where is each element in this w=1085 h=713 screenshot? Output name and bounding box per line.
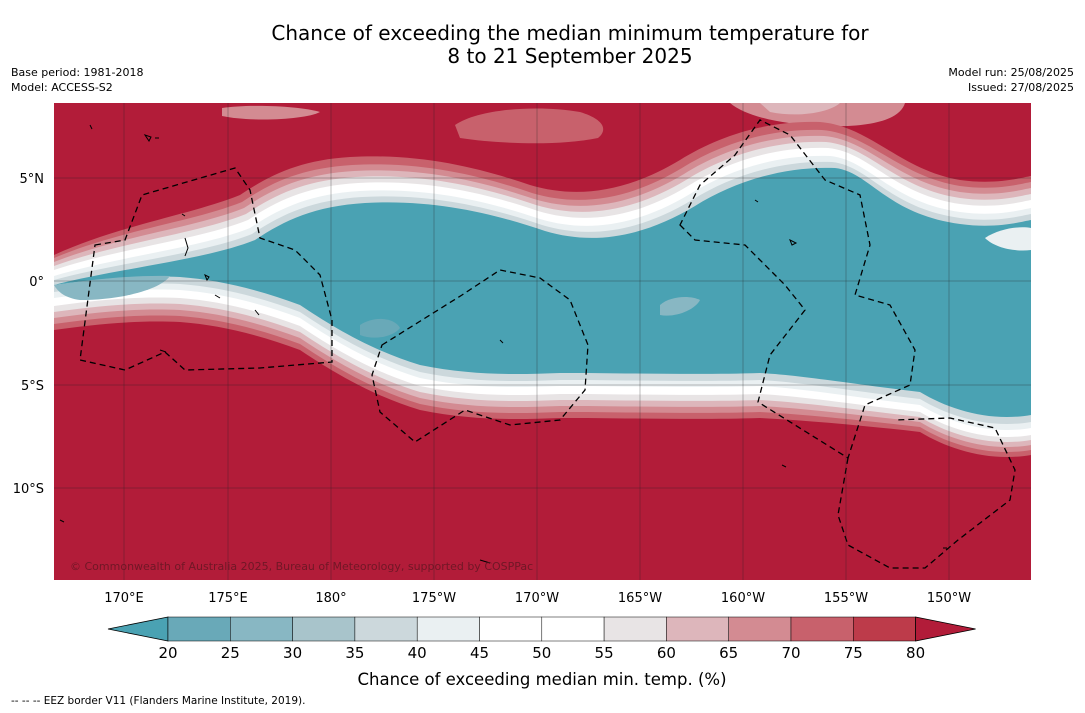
lat-label: 5°S [21, 379, 44, 394]
colorbar-tick-label: 80 [906, 644, 925, 662]
colorbar-ticks: 20 25 30 35 40 45 50 55 60 65 70 75 80 [158, 644, 925, 662]
colorbar-tick-label: 20 [158, 644, 177, 662]
lon-label: 175°W [412, 591, 456, 606]
colorbar-segment [416, 616, 480, 642]
colorbar-tick-label: 30 [283, 644, 302, 662]
lat-label: 5°N [20, 172, 45, 187]
chart-title: Chance of exceeding the median minimum t… [0, 22, 1085, 68]
colorbar-tick-label: 40 [408, 644, 427, 662]
colorbar-arrow-low [107, 616, 169, 642]
north-patch-4 [760, 103, 840, 115]
title-line-1: Chance of exceeding the median minimum t… [271, 21, 869, 45]
lon-labels: 170°E 175°E 180° 175°W 170°W 165°W 160°W… [104, 591, 971, 606]
colorbar-arrow-high [915, 616, 976, 642]
colorbar-segment [666, 616, 729, 642]
colorbar-tick-label: 55 [595, 644, 614, 662]
model-run: Model run: 25/08/2025 [948, 66, 1074, 79]
base-period: Base period: 1981-2018 [11, 66, 144, 79]
cool-west-tongue [54, 275, 170, 300]
lon-label: 170°E [104, 591, 144, 606]
colorbar-tick-label: 50 [532, 644, 551, 662]
east-warm-tongue [985, 227, 1031, 251]
lon-label: 160°W [721, 591, 765, 606]
meta-left: Base period: 1981-2018 Model: ACCESS-S2 [11, 65, 143, 95]
colorbar-tick-label: 60 [657, 644, 676, 662]
meta-right: Model run: 25/08/2025 Issued: 27/08/2025 [948, 65, 1074, 95]
eez-borders [79, 119, 1016, 569]
lon-label: 170°W [515, 591, 559, 606]
colorbar-segment [728, 616, 792, 642]
graticule [54, 103, 1031, 580]
model-name: Model: ACCESS-S2 [11, 81, 113, 94]
colorbar-segment [853, 616, 916, 642]
colorbar-tick-label: 65 [719, 644, 738, 662]
map-field: © Commonwealth of Australia 2025, Bureau… [54, 103, 1031, 580]
colorbar-tick-label: 75 [844, 644, 863, 662]
cool-core [54, 167, 1031, 418]
north-patch-2 [222, 105, 320, 120]
lon-label: 180° [315, 591, 346, 606]
colorbar-label: Chance of exceeding median min. temp. (%… [357, 670, 726, 689]
colorbar-segment [354, 616, 418, 642]
eez-footnote: -- -- -- EEZ border V11 (Flanders Marine… [11, 695, 306, 707]
lon-label: 165°W [618, 591, 662, 606]
colorbar-segment [292, 616, 356, 642]
north-patch-1 [455, 108, 604, 144]
lon-label: 150°W [927, 591, 971, 606]
colorbar-tick-label: 25 [221, 644, 240, 662]
lat-label: 10°S [13, 482, 44, 497]
colorbar-segment [541, 616, 605, 642]
lon-label: 175°E [208, 591, 248, 606]
colorbar-segment [230, 616, 293, 642]
lat-label: 0° [29, 275, 44, 290]
cool-patch-2 [360, 318, 400, 338]
colorbar-segment [603, 616, 667, 642]
colorbar [107, 616, 976, 642]
colorbar-tick-label: 45 [470, 644, 489, 662]
colorbar-segment [479, 616, 543, 642]
colorbar-segment [790, 616, 854, 642]
issued-date: Issued: 27/08/2025 [967, 81, 1074, 94]
islands [59, 124, 947, 564]
colorbar-segment [167, 616, 231, 642]
colorbar-tick-label: 70 [781, 644, 800, 662]
lat-labels: 5°N 0° 5°S 10°S [13, 172, 44, 497]
title-line-2: 8 to 21 September 2025 [447, 44, 693, 68]
lon-label: 155°W [824, 591, 868, 606]
copyright-notice: © Commonwealth of Australia 2025, Bureau… [70, 560, 533, 573]
colorbar-tick-label: 35 [345, 644, 364, 662]
cool-patch [660, 297, 700, 316]
